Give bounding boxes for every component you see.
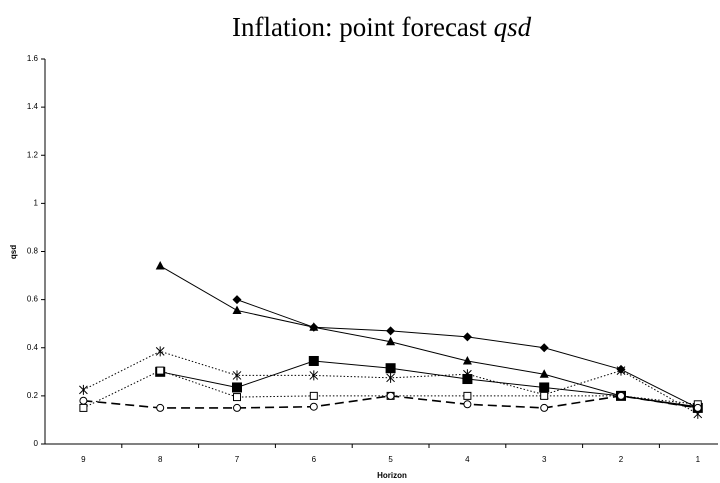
marker	[309, 402, 318, 411]
title-emphasis: qsd	[494, 12, 532, 42]
marker	[386, 372, 395, 383]
x-tick-label: 1	[696, 455, 701, 464]
x-tick-label: 2	[619, 455, 624, 464]
marker	[155, 346, 165, 357]
marker	[693, 403, 702, 412]
marker	[309, 322, 319, 331]
y-tick-label: 0.6	[27, 295, 39, 304]
marker	[232, 295, 242, 305]
marker	[540, 391, 549, 400]
marker	[386, 326, 396, 336]
marker	[79, 403, 88, 412]
marker	[386, 391, 395, 400]
marker	[463, 391, 472, 400]
y-tick-label: 1.6	[27, 54, 39, 63]
marker	[232, 382, 242, 393]
y-tick-label: 1	[34, 198, 39, 207]
y-tick-label: 1.4	[27, 102, 39, 111]
x-tick-label: 4	[465, 455, 470, 464]
series-line	[159, 265, 698, 408]
x-axis-title: Horizon	[377, 471, 407, 480]
marker	[308, 355, 319, 366]
marker	[463, 400, 472, 409]
marker	[616, 365, 626, 376]
marker	[462, 332, 472, 342]
series-line	[160, 360, 698, 409]
marker	[79, 396, 88, 405]
y-tick-label: 0.2	[27, 391, 39, 400]
x-tick-label: 9	[81, 455, 86, 464]
chart-title: Inflation: point forecast qsd	[232, 12, 532, 42]
series-line	[236, 299, 699, 409]
marker	[309, 370, 319, 381]
x-tick-label: 6	[312, 455, 317, 464]
series-line	[83, 370, 698, 409]
marker	[155, 260, 165, 270]
marker	[233, 393, 241, 402]
y-tick-label: 1.2	[27, 150, 39, 159]
marker	[233, 403, 241, 412]
marker	[385, 363, 396, 374]
marker	[79, 384, 88, 395]
series-line	[83, 350, 699, 415]
y-tick-label: 0	[34, 439, 39, 448]
y-axis-title: qsd	[9, 245, 18, 259]
y-tick-label: 0.4	[27, 343, 39, 352]
x-tick-label: 5	[388, 455, 393, 464]
marker	[386, 336, 396, 346]
marker	[540, 403, 549, 412]
x-tick-label: 3	[542, 455, 547, 464]
marker	[539, 369, 549, 378]
title-text: Inflation: point forecast	[232, 12, 487, 42]
marker	[156, 366, 165, 375]
marker	[539, 382, 550, 393]
marker	[539, 343, 549, 353]
marker	[156, 403, 165, 412]
marker	[463, 369, 472, 380]
marker	[462, 355, 472, 365]
marker	[617, 391, 625, 400]
marker	[232, 305, 242, 314]
marker	[232, 370, 242, 381]
x-tick-label: 7	[235, 455, 240, 464]
y-tick-label: 0.8	[27, 247, 39, 256]
marker	[309, 391, 318, 400]
x-tick-label: 8	[158, 455, 163, 464]
